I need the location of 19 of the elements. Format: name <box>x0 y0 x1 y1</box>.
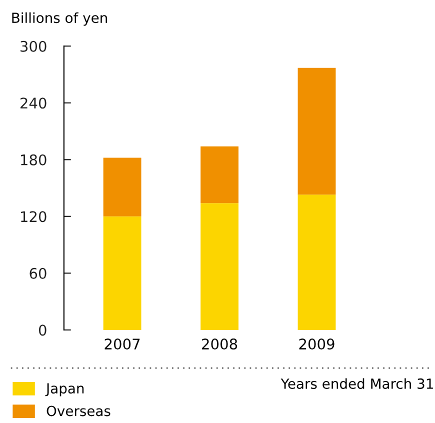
y-tick-label: 0 <box>38 324 46 336</box>
bar <box>298 194 336 330</box>
x-axis-title: Years ended March 31 <box>280 378 433 389</box>
bar <box>200 146 238 204</box>
y-tick-label: 240 <box>20 98 46 109</box>
bar <box>298 68 336 195</box>
y-tick-label: 60 <box>30 268 46 279</box>
y-axis-title: Billions of yen <box>12 12 107 26</box>
bar <box>200 203 238 330</box>
legend-label: Overseas <box>46 406 110 416</box>
x-tick-label: 2009 <box>299 338 334 350</box>
bar <box>103 216 142 330</box>
y-tick-label: 120 <box>21 211 46 222</box>
y-tick-label: 300 <box>20 40 46 52</box>
legend-label: Japan <box>45 383 84 396</box>
bar <box>103 158 142 216</box>
x-tick-label: 2007 <box>104 338 140 350</box>
x-tick-label: 2008 <box>202 338 238 350</box>
y-tick-label: 180 <box>21 154 46 166</box>
